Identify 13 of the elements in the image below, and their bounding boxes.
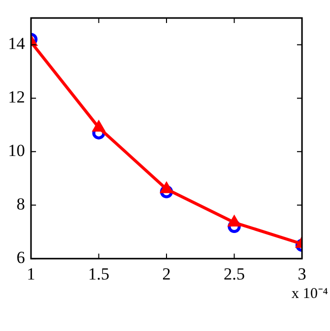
y-tick-label: 8	[16, 194, 25, 214]
point	[160, 185, 173, 198]
x-tick-label: 2.5	[224, 264, 245, 284]
text: x 10⁻⁴	[292, 286, 328, 302]
y-tick-label: 14	[8, 34, 26, 54]
x-tick-label: 1.5	[88, 264, 110, 284]
x-tick-label: 2	[162, 264, 171, 284]
x-tick-label: 1	[26, 264, 36, 284]
x-tick-label: 3	[298, 264, 306, 284]
y-tick-label: 6	[16, 248, 25, 268]
y-tick-label: 12	[8, 88, 25, 107]
y-tick-label: 10	[8, 141, 25, 160]
point	[160, 182, 174, 194]
